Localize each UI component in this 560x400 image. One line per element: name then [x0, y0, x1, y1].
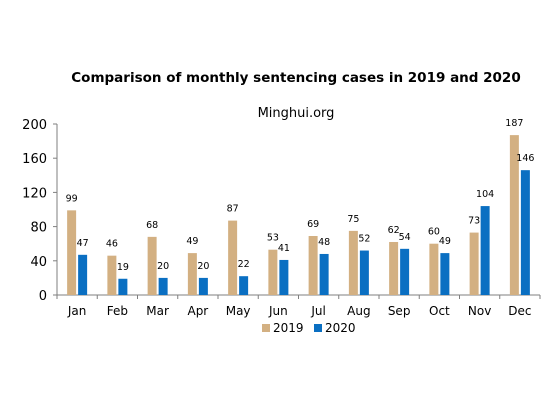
data-label: 75	[347, 214, 359, 225]
bar-2020-Jun	[279, 259, 289, 295]
x-tick-label: Jul	[310, 304, 325, 318]
data-label: 53	[267, 233, 279, 244]
x-tick-label: Oct	[429, 304, 450, 318]
chart-title: Comparison of monthly sentencing cases i…	[71, 70, 520, 86]
data-label: 22	[238, 259, 250, 270]
legend-label: 2020	[325, 321, 356, 335]
data-label: 47	[77, 238, 89, 249]
bar-2020-Jul	[319, 253, 329, 295]
x-tick-label: Feb	[107, 304, 128, 318]
bar-2019-Mar	[147, 236, 157, 295]
data-label: 41	[278, 243, 290, 254]
bar-2020-Jan	[78, 254, 88, 295]
data-label: 49	[439, 236, 451, 247]
data-label: 87	[227, 204, 239, 215]
x-tick-label: Nov	[468, 304, 491, 318]
chart-subtitle: Minghui.org	[258, 106, 335, 121]
y-tick-label: 0	[39, 289, 47, 304]
bar-2019-Jul	[308, 236, 318, 295]
bar-2020-Mar	[158, 277, 168, 295]
x-tick-label: Sep	[388, 304, 411, 318]
data-label: 73	[468, 216, 480, 227]
data-label: 46	[106, 239, 118, 250]
bar-2020-Nov	[480, 206, 490, 295]
bar-2019-Sep	[389, 241, 399, 295]
x-tick-label: Aug	[347, 304, 370, 318]
x-axis: Jan Feb Mar Apr May Jun Jul Aug Sep Oct Nov Dec	[56, 294, 541, 318]
data-label: 20	[197, 261, 209, 272]
y-tick-label: 200	[22, 118, 47, 133]
legend-swatch-2019	[262, 324, 270, 332]
data-label: 60	[428, 227, 440, 238]
bar-2020-Aug	[359, 250, 369, 295]
data-label: 19	[117, 262, 129, 273]
data-label: 104	[476, 189, 494, 200]
bar-2019-Jun	[268, 249, 278, 295]
bar-2020-Apr	[198, 277, 208, 295]
x-tick-label: Apr	[187, 304, 208, 318]
data-label: 187	[505, 118, 523, 129]
data-label: 49	[186, 236, 198, 247]
bar-2020-Dec	[520, 170, 530, 295]
data-label: 52	[358, 234, 370, 245]
bar-2019-Jan	[67, 210, 77, 295]
data-label: 146	[516, 153, 534, 164]
x-tick-label: Jun	[268, 304, 288, 318]
y-tick-label: 160	[22, 152, 47, 167]
data-label: 68	[146, 220, 158, 231]
data-label: 20	[157, 261, 169, 272]
bar-2019-Nov	[469, 232, 479, 295]
bar-2020-May	[239, 276, 249, 295]
x-tick-label: Dec	[508, 304, 531, 318]
bar-2019-May	[228, 220, 238, 295]
legend-swatch-2020	[314, 324, 322, 332]
bar-2019-Dec	[509, 135, 519, 295]
bar-2020-Feb	[118, 278, 128, 295]
y-tick-label: 80	[30, 221, 47, 236]
data-label: 48	[318, 237, 330, 248]
legend: 2019 2020	[262, 321, 356, 335]
x-tick-label: May	[226, 304, 251, 318]
legend-label: 2019	[273, 321, 304, 335]
y-axis: 0 40 80 120 160 200	[22, 118, 58, 304]
y-tick-label: 120	[22, 186, 47, 201]
data-label: 62	[388, 225, 400, 236]
bar-2019-Oct	[429, 243, 439, 295]
y-tick-label: 40	[30, 255, 47, 270]
bar-2019-Feb	[107, 255, 117, 295]
bar-2020-Sep	[400, 248, 410, 295]
bar-2020-Oct	[440, 253, 450, 295]
x-tick-label: Jan	[67, 304, 87, 318]
bar-2019-Aug	[348, 230, 358, 295]
data-label: 99	[66, 193, 78, 204]
x-tick-label: Mar	[146, 304, 169, 318]
data-label: 54	[399, 232, 411, 243]
data-label: 69	[307, 219, 319, 230]
bar-2019-Apr	[187, 253, 197, 295]
